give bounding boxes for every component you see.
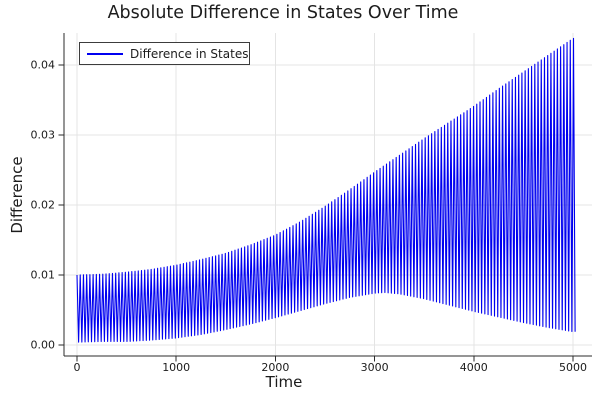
y-axis-label: Difference — [8, 156, 26, 234]
legend-label: Difference in States — [130, 46, 249, 61]
chart-title: Absolute Difference in States Over Time — [107, 3, 459, 23]
legend: Difference in States — [79, 42, 250, 65]
x-tick-label: 5000 — [559, 361, 587, 374]
y-tick-label: 0.02 — [30, 198, 56, 212]
x-tick-label: 1000 — [162, 361, 191, 374]
y-tick-label: 0.03 — [30, 128, 56, 142]
x-tick-label: 3000 — [360, 361, 389, 374]
y-tick-label: 0.04 — [30, 58, 56, 72]
y-tick-label: 0.00 — [30, 338, 56, 352]
x-axis-label: Time — [265, 373, 303, 391]
y-tick-label: 0.01 — [30, 268, 56, 282]
legend-line-sample — [87, 52, 123, 55]
x-tick-label: 0 — [73, 361, 81, 374]
x-tick-label: 2000 — [261, 361, 290, 374]
x-tick-label: 4000 — [459, 361, 488, 374]
series-line — [76, 37, 576, 343]
